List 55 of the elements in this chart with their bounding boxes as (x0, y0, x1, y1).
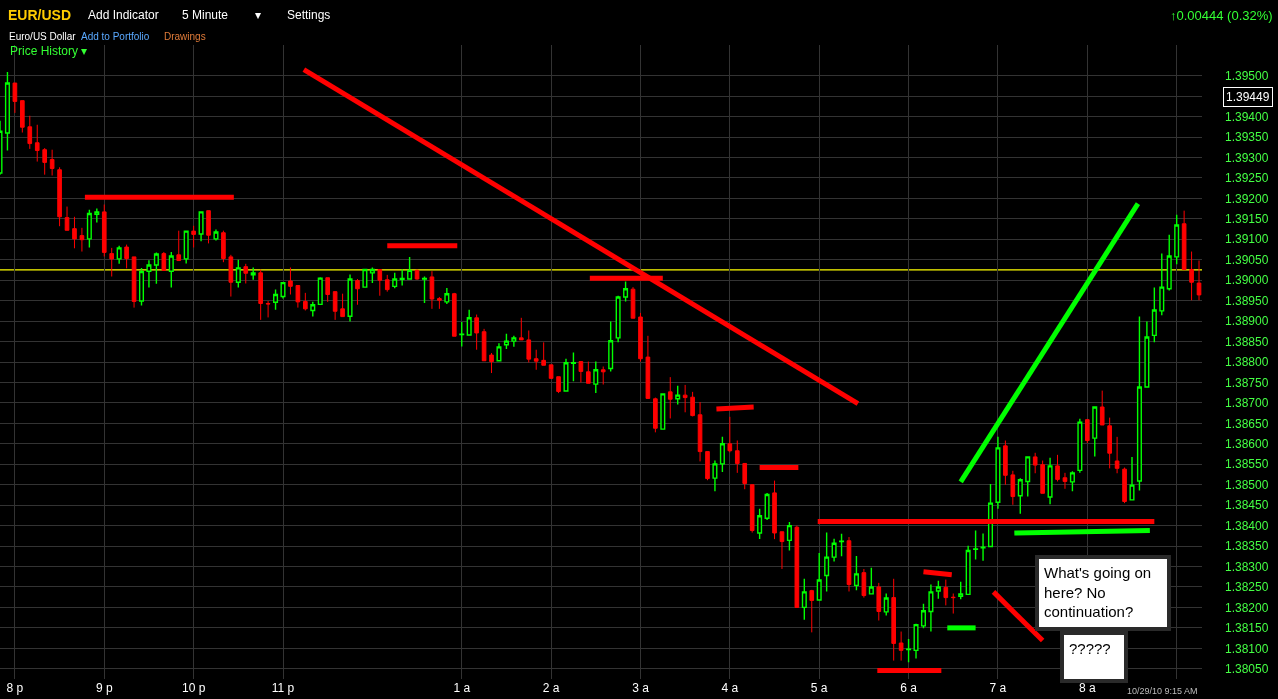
text: ▾ (255, 8, 261, 22)
text: 1.39449 (1226, 90, 1270, 104)
x-tick-label: 2 a (542, 681, 560, 695)
y-tick-label: 1.38900 (1225, 314, 1269, 329)
text: Settings (287, 8, 331, 22)
text: Add to Portfolio (81, 31, 150, 42)
annotation: ????? (1069, 640, 1111, 657)
x-tick-label: 9 p (95, 681, 113, 695)
y-tick-label: 1.39000 (1225, 273, 1269, 288)
x-tick-label: 11 p (271, 681, 295, 695)
x-tick-label: 5 a (810, 681, 828, 695)
text: 5 Minute (182, 8, 229, 22)
y-tick-label: 1.38450 (1225, 498, 1269, 513)
y-tick-label: 1.38550 (1225, 457, 1269, 472)
x-tick-label: 10 p (181, 681, 206, 695)
x-tick-label: 1 a (453, 681, 471, 695)
y-tick-label: 1.38800 (1225, 355, 1269, 370)
y-tick-label: 1.38300 (1225, 559, 1269, 574)
y-tick-label: 1.38150 (1225, 621, 1269, 636)
y-tick-label: 1.38650 (1225, 416, 1269, 431)
annotation: What's going on here? No continuation? (1044, 564, 1152, 620)
y-tick-label: 1.38950 (1225, 293, 1269, 308)
y-tick-label: 1.38350 (1225, 539, 1269, 554)
y-tick-label: 1.39100 (1225, 232, 1269, 247)
y-tick-label: 1.38500 (1225, 477, 1269, 492)
y-tick-label: 1.38100 (1225, 641, 1269, 656)
y-tick-label: 1.38200 (1225, 600, 1269, 615)
text: 10/29/10 9:15 AM (1127, 686, 1198, 696)
y-tick-label: 1.39350 (1225, 130, 1269, 145)
x-tick-label: 8 a (1078, 681, 1096, 695)
y-tick-label: 1.38400 (1225, 518, 1269, 533)
y-tick-label: 1.39200 (1225, 191, 1269, 206)
y-tick-label: 1.38700 (1225, 396, 1269, 411)
text: Add Indicator (88, 8, 159, 22)
x-tick-label: 7 a (989, 681, 1007, 695)
x-tick-label: 8 p (6, 681, 24, 695)
y-tick-label: 1.39150 (1225, 212, 1269, 227)
text: ↑0.00444 (0.32%) (1170, 8, 1273, 23)
y-tick-label: 1.38850 (1225, 334, 1269, 349)
chart-title: EUR/USD (8, 6, 72, 23)
x-tick-label: 4 a (721, 681, 739, 695)
y-tick-label: 1.38750 (1225, 375, 1269, 390)
y-tick-label: 1.39250 (1225, 171, 1269, 186)
x-tick-label: 3 a (632, 681, 650, 695)
chart-subtitle: Euro/US Dollar (9, 31, 77, 42)
y-tick-label: 1.38600 (1225, 437, 1269, 452)
text: Drawings (164, 31, 206, 42)
y-tick-label: 1.38250 (1225, 580, 1269, 595)
y-tick-label: 1.39050 (1225, 252, 1269, 267)
y-tick-label: 1.39500 (1225, 68, 1269, 83)
y-tick-label: 1.39300 (1225, 150, 1269, 165)
y-tick-label: 1.39400 (1225, 109, 1269, 124)
annotation: Price History ▾ (10, 44, 88, 58)
y-tick-label: 1.38050 (1225, 661, 1269, 676)
x-tick-label: 6 a (900, 681, 918, 695)
